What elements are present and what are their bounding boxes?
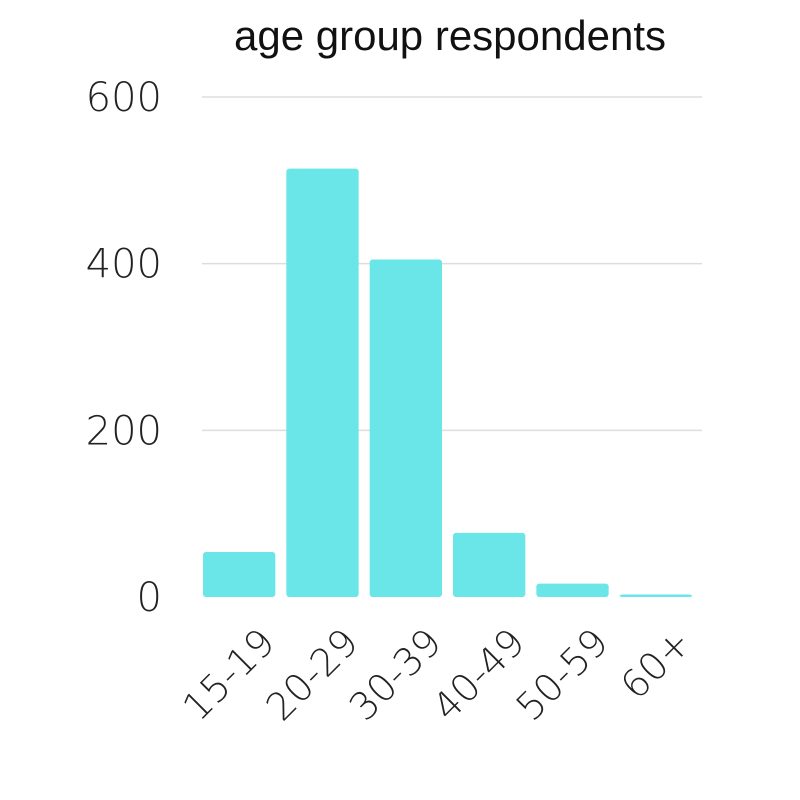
bar-15-19 [203,552,276,597]
y-tick-label: 400 [86,242,162,288]
y-axis-tick-labels: 0 200 400 600 [86,75,162,621]
bar-20-29 [286,168,359,597]
bar-30-39 [369,259,442,597]
x-tick-label: 30-39 [341,620,450,729]
gridlines [202,96,702,432]
chart-title: age group respondents [234,12,666,59]
bar-60+ [619,594,692,597]
x-tick-label: 50-59 [507,620,616,729]
bar-40-49 [453,532,526,597]
y-tick-label: 200 [86,408,162,454]
x-tick-label: 15-19 [174,620,283,729]
y-tick-label: 600 [86,75,162,121]
bar-50-59 [536,583,609,597]
x-tick-label: 20-29 [257,620,366,729]
bars [203,168,692,597]
x-tick-label: 40-49 [424,620,533,729]
x-tick-label: 60+ [612,620,700,708]
y-tick-label: 0 [137,575,162,621]
